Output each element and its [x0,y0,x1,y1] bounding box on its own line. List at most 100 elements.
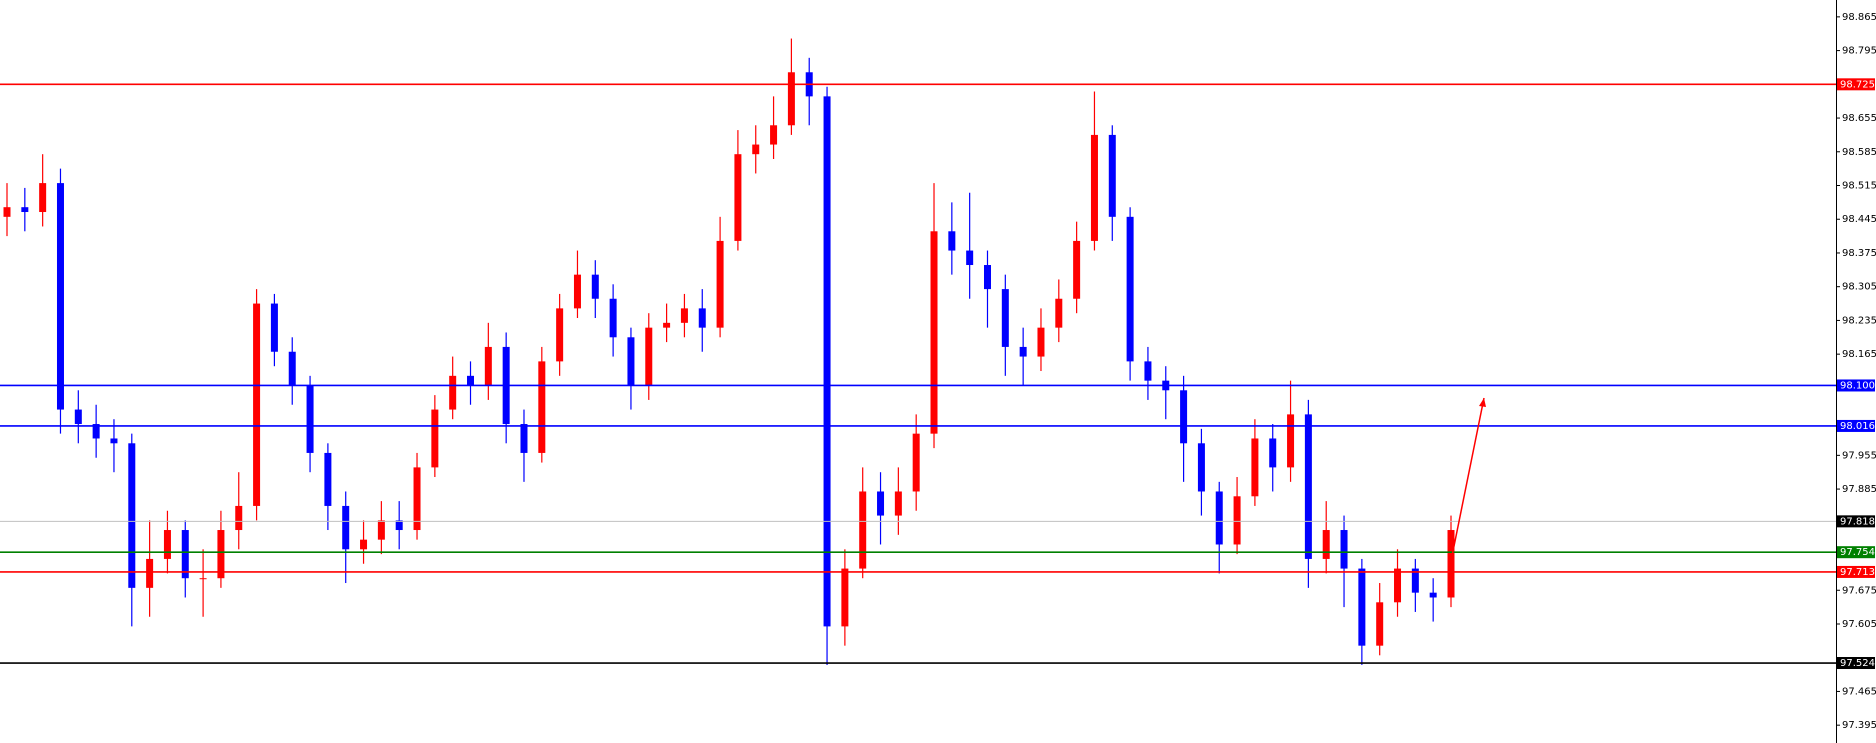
candle-body [770,125,778,145]
candle-body [1304,414,1312,559]
y-tick-label: 98.305 [1842,282,1876,293]
candle-body [39,183,47,213]
level-label-box [1837,565,1875,578]
candle-body [591,274,599,299]
candle-body [1287,414,1295,468]
candle-body [74,409,82,425]
candle-body [163,530,171,559]
y-tick-label: 98.795 [1842,46,1876,57]
candle-body [645,327,653,386]
candle-body [1376,602,1384,646]
y-tick-label: 97.605 [1842,619,1876,630]
candle-body [734,154,742,241]
candle-body [609,298,617,338]
candle-body [3,207,11,217]
candle-body [1001,289,1009,347]
candle-body [324,452,332,506]
candle-body [1019,346,1027,357]
level-label-box [1837,657,1875,670]
candle-body [306,385,314,453]
candle-body [894,491,902,516]
arrow-head [1479,398,1486,407]
candle-body [449,375,457,410]
candle-body [342,505,350,550]
y-tick-label: 98.585 [1842,147,1876,158]
candle-body [1269,438,1277,468]
candle-body [912,433,920,492]
candle-body [21,207,29,213]
candle-body [360,539,368,550]
candle-body [538,361,546,453]
y-tick-label: 98.235 [1842,315,1876,326]
candle-body [1447,530,1455,598]
candle-body [288,351,296,386]
candle-body [1144,361,1152,381]
candle-body [841,568,849,627]
candle-body [484,346,492,386]
candle-body [573,274,581,309]
candle-body [966,250,974,266]
candle-body [1108,134,1116,217]
level-label: 97.818 [1840,516,1875,527]
trend-arrow [1450,397,1485,562]
candle-body [270,303,278,352]
level-label: 97.713 [1840,567,1875,578]
y-tick-label: 97.675 [1842,585,1876,596]
candle-body [859,491,867,569]
candle-body [983,265,991,290]
candle-body [520,424,528,453]
candle-body [1322,530,1330,559]
candle-body [92,424,100,439]
candle-body [253,303,261,506]
level-label-box [1837,546,1875,559]
candle-body [1055,298,1063,328]
level-label: 98.016 [1840,421,1875,432]
candle-body [431,409,439,468]
candle-body [787,72,795,126]
candle-body [1180,390,1188,444]
level-label: 98.100 [1840,380,1875,391]
y-tick-label: 98.655 [1842,113,1876,124]
candle-body [1197,443,1205,492]
candle-body [181,530,189,579]
candle-body [1394,568,1402,603]
candle-body [1073,240,1081,299]
candle-body [395,520,403,531]
candle-body [1037,327,1045,357]
candle-body [1233,496,1241,545]
candle-body [752,144,760,155]
y-tick-label: 97.955 [1842,450,1876,461]
candle-body [930,231,938,434]
candle-body [56,183,64,410]
candle-body [467,375,475,386]
candle-body [627,337,635,386]
candle-body [199,578,207,580]
y-tick-label: 98.445 [1842,214,1876,225]
level-label-box [1837,515,1875,528]
y-tick-label: 98.165 [1842,349,1876,360]
candle-body [1126,216,1134,362]
candle-body [1429,592,1437,598]
candle-body [877,491,885,516]
level-label-box [1837,419,1875,432]
candle-body [680,308,688,323]
candle-body [698,308,706,328]
candle-body [235,505,243,531]
y-tick-label: 97.465 [1842,686,1876,697]
candle-body [556,308,564,362]
candle-body [1215,491,1223,545]
candle-body [1411,568,1419,593]
candle-body [1340,530,1348,569]
level-label-box [1837,78,1875,91]
candle-body [948,231,956,251]
candle-body [823,96,831,627]
candle-body [377,520,385,540]
candle-body [663,322,671,328]
y-tick-label: 98.375 [1842,248,1876,259]
candle-body [217,530,225,579]
y-tick-label: 97.885 [1842,484,1876,495]
candle-body [128,443,136,588]
y-tick-label: 98.865 [1842,12,1876,23]
y-tick-label: 98.515 [1842,181,1876,192]
